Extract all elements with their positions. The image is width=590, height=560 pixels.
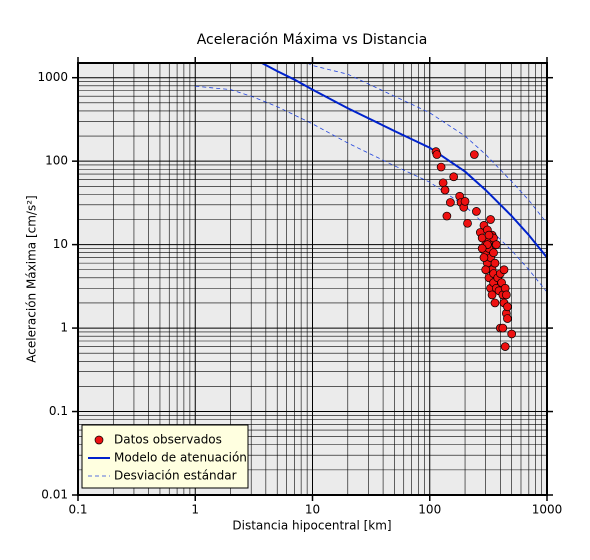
x-tick-label: 1000 [532, 503, 563, 517]
plot-frame [77, 62, 548, 496]
x-tick-label: 0.1 [68, 503, 87, 517]
legend-box [81, 424, 249, 489]
data-point [479, 253, 489, 262]
legend-marker [94, 435, 104, 445]
data-point [440, 185, 450, 195]
chart-title: Aceleración Máxima vs Distancia [197, 32, 428, 48]
data-point [463, 218, 472, 228]
data-point [486, 215, 495, 224]
data-point [503, 314, 512, 323]
data-point [477, 244, 487, 253]
y-tick-label: 1 [60, 321, 68, 335]
data-point [499, 265, 509, 275]
y-tick-label: 100 [45, 154, 68, 168]
data-point [460, 196, 470, 206]
data-point [501, 290, 511, 300]
data-point [503, 302, 512, 312]
data-point [492, 240, 501, 249]
data-point [487, 290, 497, 300]
data-point [490, 298, 500, 308]
legend-label: Datos observados [114, 433, 222, 447]
data-point [472, 207, 481, 216]
data-point [446, 198, 455, 207]
y-tick-label: 1000 [37, 70, 68, 84]
y-tick-label: 10 [53, 237, 68, 251]
data-point [500, 342, 510, 351]
data-point [432, 150, 442, 159]
data-point [436, 162, 446, 172]
data-point [484, 230, 494, 240]
data-point [490, 258, 500, 268]
plot-marks [195, 63, 547, 351]
legend: Datos observados Modelo de atenuación Desv… [81, 424, 249, 489]
std-line [195, 85, 547, 293]
data-point [469, 150, 479, 159]
data-point [481, 265, 491, 275]
data-point [438, 178, 448, 188]
x-tick-label: 1 [191, 503, 199, 517]
x-tick-label: 10 [305, 503, 320, 517]
x-tick-label: 100 [418, 503, 441, 517]
std-line [306, 63, 547, 224]
legend-label: Desviación estándar [114, 469, 237, 483]
y-tick-label: 0.1 [49, 404, 68, 418]
data-point [507, 329, 517, 339]
x-axis-label: Distancia hipocentral [km] [232, 519, 391, 533]
data-point [449, 172, 459, 182]
legend-label: Modelo de atenuación [114, 451, 247, 465]
data-point [498, 323, 508, 333]
data-point [489, 248, 498, 258]
model-line [261, 63, 547, 259]
y-tick-label: 0.01 [41, 488, 68, 502]
data-point [442, 211, 452, 221]
y-axis-label: Aceleración Máxima [cm/s²] [25, 195, 39, 362]
